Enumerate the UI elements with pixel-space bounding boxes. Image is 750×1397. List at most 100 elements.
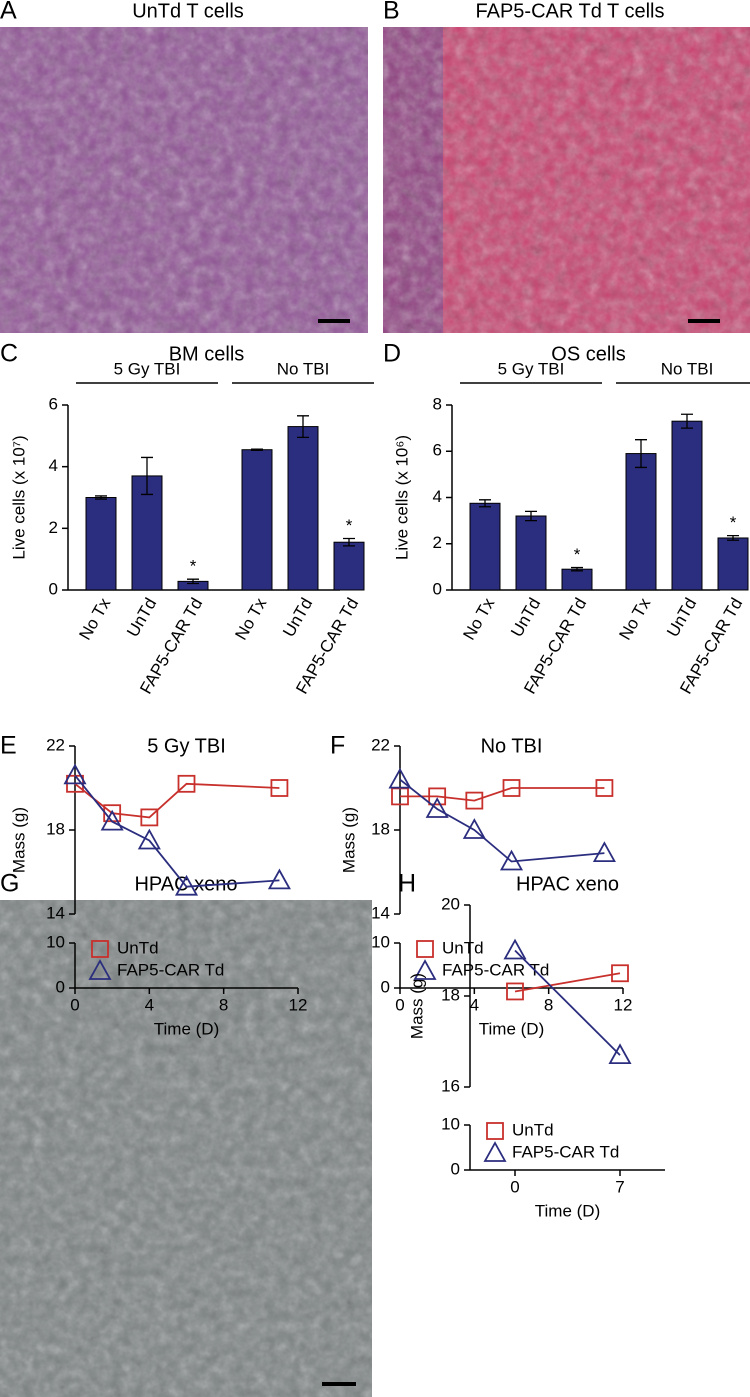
legend-label: UnTd [512,1120,554,1139]
error-bar [141,456,153,496]
x-tick-label: UnTd [123,595,160,641]
x-tick-label: 8 [219,995,228,1014]
error-bar [681,413,693,429]
y-tick-label: 18 [46,819,65,838]
y-axis-label: Live cells (x 10⁶) [392,435,411,560]
series-line [399,778,605,863]
group-label: No TBI [277,359,330,378]
error-bar [251,448,263,451]
y-tick-label: 8 [433,394,442,413]
x-tick-label: 0 [70,995,79,1014]
error-bar [343,537,355,547]
y-tick-label: 18 [371,819,390,838]
data-point [177,774,196,793]
data-point [499,849,524,871]
bar [287,426,319,591]
y-tick-label: 16 [441,1076,460,1095]
y-axis-label: Mass (g) [407,973,426,1039]
image-a [0,27,368,333]
x-tick-label: 0 [510,1177,519,1196]
y-axis-label: Mass (g) [339,807,358,873]
y-tick-label: 10 [46,932,65,951]
series-line [400,787,605,802]
legend-marker [413,959,437,980]
significance: * [730,513,737,532]
data-point [100,809,124,831]
y-tick-label: 6 [49,394,58,413]
chart-title: 5 Gy TBI [147,735,226,757]
error-bar [95,495,107,500]
error-bar [479,499,491,508]
data-point [502,779,521,797]
bar [515,515,547,591]
bar [625,453,657,591]
legend-marker [91,940,109,958]
legend-marker [486,1122,504,1140]
legend-label: UnTd [442,938,484,957]
y-tick-label: 10 [371,932,390,951]
error-bar [635,439,647,469]
panel-letter: H [398,870,416,898]
data-point [503,938,527,960]
chart-title: BM cells [169,343,245,365]
image-g [0,900,372,1397]
y-tick-label: 4 [433,487,442,506]
y-tick-label: 10 [441,1114,460,1133]
data-point [428,787,447,806]
data-point [465,791,484,810]
x-tick-label: No Tx [615,594,654,643]
y-tick-label: 0 [433,579,442,598]
panel-title: FAP5-CAR Td T cells [476,0,665,22]
data-point [267,868,291,890]
x-tick-label: 7 [615,1177,624,1196]
y-tick-label: 20 [441,894,460,913]
series-line [74,774,280,888]
x-tick-label: No Tx [231,594,270,643]
group-label: 5 Gy TBI [114,359,181,378]
panel-letter: C [0,340,18,368]
data-point [595,779,614,797]
legend-marker [416,940,434,958]
x-tick-label: UnTd [279,595,316,641]
chart-title: OS cells [551,343,625,365]
series-line [514,949,621,1056]
panel-title: HPAC xeno [134,873,237,895]
y-tick-label: 2 [49,518,58,537]
y-axis-label: Live cells (x 10⁷) [9,435,28,559]
legend-label: FAP5-CAR Td [117,960,224,979]
legend-marker [483,1141,507,1162]
bar [333,541,365,591]
bar [241,449,273,591]
error-bar [525,510,537,522]
panel-letter: E [0,732,17,760]
panel-letter: D [383,340,401,368]
x-tick-label: UnTd [507,595,544,641]
x-tick-label: UnTd [663,595,700,641]
error-bar [187,578,199,585]
x-tick-label: 4 [145,995,154,1014]
data-point [462,818,486,839]
panel-title: UnTd T cells [132,0,244,22]
significance: * [346,516,353,535]
legend-label: FAP5-CAR Td [512,1142,619,1161]
series-line [74,782,280,819]
x-axis-label: Time (D) [535,1201,600,1220]
y-tick-label: 2 [433,533,442,552]
data-point [140,808,159,827]
bar [469,502,501,591]
y-tick-label: 22 [46,735,65,754]
y-tick-label: 0 [451,1159,460,1178]
data-point [506,982,524,1001]
group-label: No TBI [661,359,714,378]
series-line [514,972,621,993]
x-tick-label: 12 [289,995,308,1014]
bar [717,537,749,591]
panel-letter: B [383,0,400,25]
x-tick-label: 8 [544,995,553,1014]
y-tick-label: 18 [441,985,460,1004]
significance: * [190,557,197,576]
significance: * [574,545,581,564]
data-point [611,964,629,983]
y-tick-label: 14 [371,903,390,922]
y-tick-label: 14 [46,903,65,922]
